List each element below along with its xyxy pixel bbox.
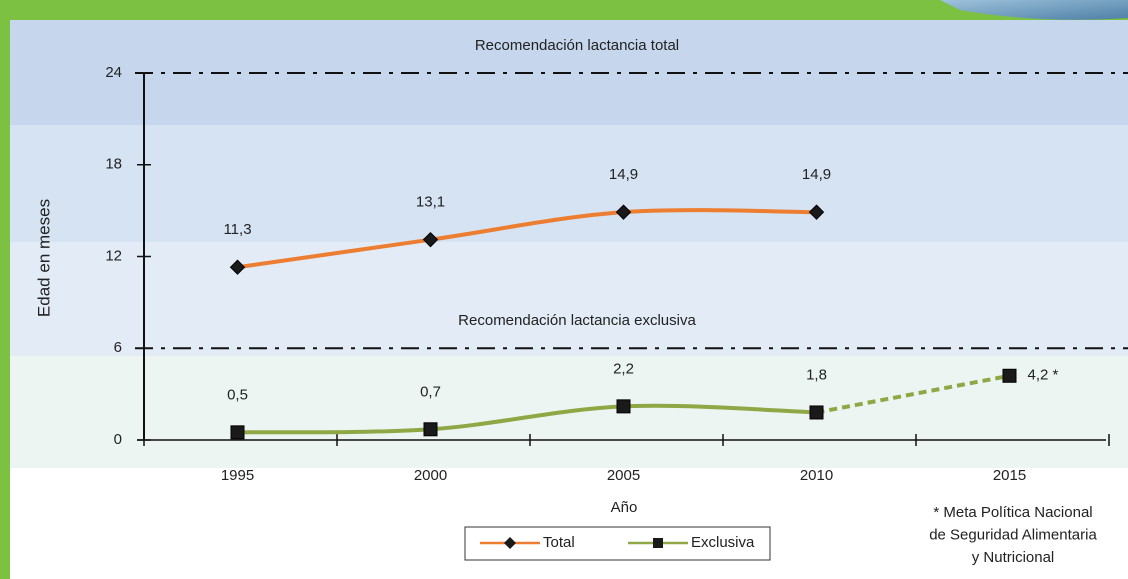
- band: [10, 242, 1128, 356]
- footnote: y Nutricional: [972, 549, 1055, 566]
- y-tick-label: 0: [114, 431, 122, 448]
- legend-label: Total: [543, 534, 575, 551]
- value-label: 13,1: [416, 194, 445, 211]
- legend: Total Exclusiva: [465, 527, 770, 560]
- y-tick-label: 6: [114, 339, 122, 356]
- point: [617, 400, 630, 413]
- x-tick-label: 2015: [993, 467, 1026, 484]
- x-tick-label: 1995: [221, 467, 254, 484]
- reference-label: Recomendación lactancia total: [475, 37, 679, 54]
- value-label: 2,2: [613, 360, 634, 377]
- y-axis-label: Edad en meses: [34, 199, 53, 317]
- x-tick-label: 2010: [800, 467, 833, 484]
- legend-marker: [653, 538, 663, 548]
- y-tick-label: 12: [105, 247, 122, 264]
- value-label: 4,2 *: [1028, 367, 1059, 384]
- value-label: 14,9: [802, 166, 831, 183]
- value-label: 14,9: [609, 166, 638, 183]
- point: [231, 426, 244, 439]
- chart: Edad en meses Año Total Exclusiva Recomen…: [0, 0, 1128, 579]
- value-label: 1,8: [806, 366, 827, 383]
- y-tick-label: 18: [105, 156, 122, 173]
- reference-label: Recomendación lactancia exclusiva: [458, 312, 696, 329]
- x-tick-label: 2000: [414, 467, 447, 484]
- footnote: * Meta Política Nacional: [933, 504, 1092, 521]
- value-label: 0,7: [420, 383, 441, 400]
- value-label: 11,3: [223, 221, 251, 238]
- point: [1003, 369, 1016, 382]
- footnote: de Seguridad Alimentaria: [929, 526, 1097, 543]
- x-tick-label: 2005: [607, 467, 640, 484]
- page: {"chart_data": { "type": "line", "y_labe…: [0, 0, 1128, 579]
- x-axis-label: Año: [611, 499, 638, 516]
- point: [810, 406, 823, 419]
- value-label: 0,5: [227, 386, 248, 403]
- band: [10, 125, 1128, 242]
- legend-label: Exclusiva: [691, 534, 755, 551]
- y-tick-label: 24: [105, 64, 122, 81]
- point: [424, 423, 437, 436]
